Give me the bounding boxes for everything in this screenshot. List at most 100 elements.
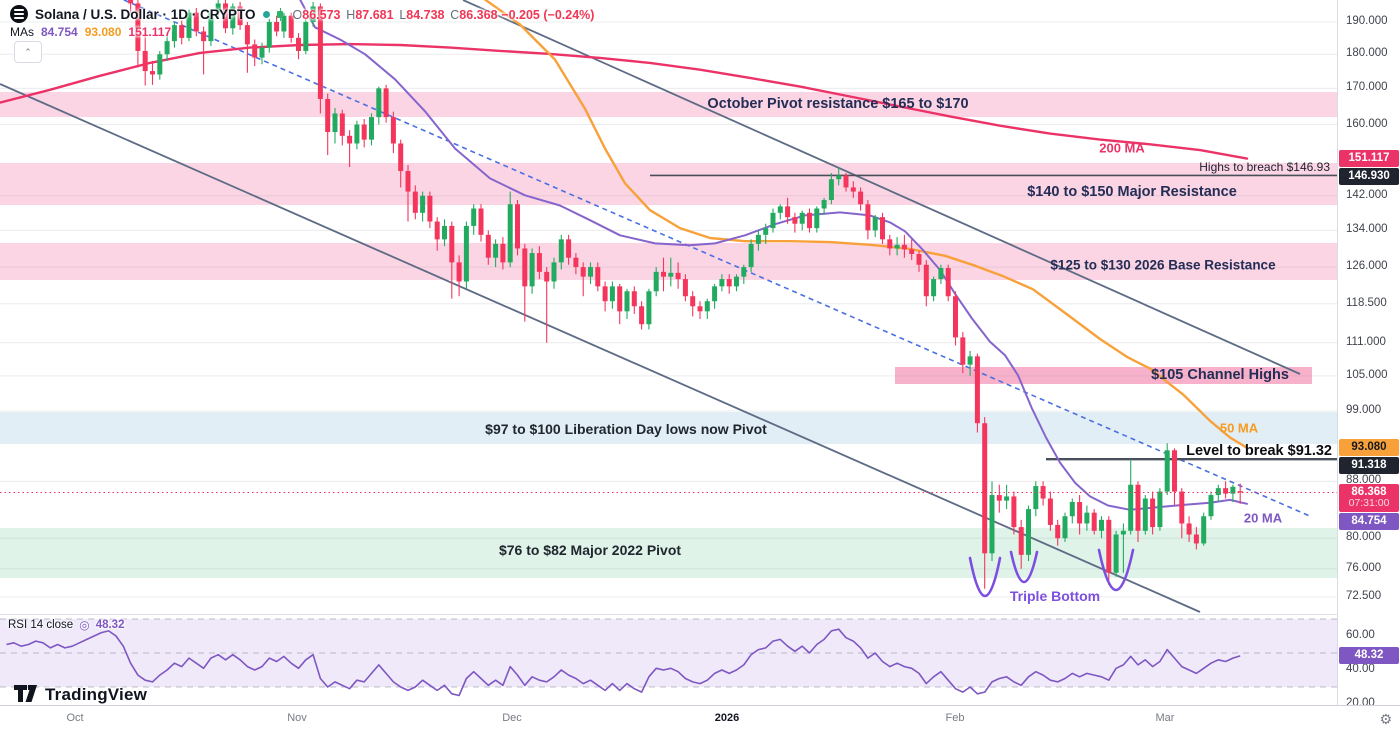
candle <box>150 71 155 75</box>
candle <box>551 262 557 282</box>
candle <box>646 291 652 325</box>
candle <box>142 50 148 72</box>
candle <box>734 276 739 287</box>
candle <box>777 206 783 213</box>
band-label-october-pivot[interactable]: October Pivot resistance $165 to $170 <box>707 96 969 112</box>
candle <box>281 15 287 32</box>
candle <box>894 244 900 249</box>
candle <box>828 179 834 200</box>
band-label-97-100[interactable]: $97 to $100 Liberation Day lows now Pivo… <box>485 421 767 437</box>
candle <box>807 212 812 229</box>
time-axis[interactable]: ⚙ Oct Nov Dec 2026 Feb Mar <box>0 705 1400 733</box>
band-label-76-82[interactable]: $76 to $82 Major 2022 Pivot <box>498 542 682 558</box>
candle <box>996 495 1002 501</box>
candle <box>617 286 623 312</box>
band-label-140-150[interactable]: $140 to $150 Major Resistance <box>1027 184 1237 200</box>
candle <box>931 279 937 297</box>
candle <box>880 217 885 240</box>
candle <box>442 225 447 240</box>
candle <box>624 291 630 312</box>
candle <box>361 124 367 140</box>
ma-label-50[interactable]: 50 MA <box>1219 420 1259 436</box>
candle <box>493 243 499 258</box>
channel-lower-line <box>0 83 1201 613</box>
candle <box>1157 491 1163 528</box>
candle <box>858 191 864 205</box>
candle <box>814 208 820 229</box>
candle <box>529 253 535 287</box>
candle <box>449 225 455 263</box>
break-level-badge: 91.318 <box>1339 457 1399 475</box>
time-tick-Nov: Nov <box>287 712 307 724</box>
ma-20-line <box>299 0 1248 511</box>
mas-label: MAs <box>10 25 34 39</box>
tradingview-logo-text: TradingView <box>45 684 148 704</box>
ma-label-20[interactable]: 20 MA <box>1243 510 1283 526</box>
ma-label-200[interactable]: 200 MA <box>1099 140 1145 156</box>
candle <box>609 286 615 302</box>
zone-97-100 <box>0 412 1337 444</box>
candle <box>1215 488 1221 496</box>
ma-legend[interactable]: MAs 84.754 93.080 151.117 <box>10 25 171 39</box>
price-chart-canvas[interactable] <box>0 0 1337 733</box>
candle <box>960 337 966 365</box>
collapse-legend-button[interactable]: ⌃ <box>14 41 42 63</box>
candle <box>456 262 462 282</box>
candle <box>763 228 769 235</box>
countdown-timer: 07:31:00 <box>1348 496 1390 509</box>
candle <box>463 225 469 282</box>
time-tick-Mar: Mar <box>1155 712 1175 724</box>
rsi-pane <box>0 618 1337 697</box>
candle <box>1179 491 1185 524</box>
candle <box>792 217 798 224</box>
rsi-tick: 60.00 <box>1346 629 1375 641</box>
candle <box>682 279 688 297</box>
symbol-legend[interactable]: Solana / U.S. Dollar · 1D · CRYPTO O86.5… <box>10 5 594 23</box>
candle <box>376 88 382 118</box>
ma200-badge: 151.117 <box>1339 150 1399 168</box>
price-tick: 80.000 <box>1346 531 1382 544</box>
candle <box>507 204 513 263</box>
rsi-settings-icon[interactable]: ◎ <box>79 618 90 632</box>
candle <box>566 239 572 258</box>
price-tick: 170.000 <box>1346 81 1388 94</box>
note-highs-to-breach[interactable]: Highs to breach $146.93 <box>1199 160 1330 174</box>
mini-candle-icon <box>277 7 284 21</box>
candle <box>953 296 958 338</box>
triple-bottom-arcs[interactable] <box>968 548 1135 597</box>
candle <box>1084 512 1090 524</box>
note-triple-bottom[interactable]: Triple Bottom <box>1009 588 1101 604</box>
rsi-value-badge: 48.32 <box>1339 647 1399 665</box>
candle <box>1237 491 1243 493</box>
price-tick: 190.000 <box>1346 14 1388 27</box>
rsi-line <box>6 628 1241 697</box>
candle <box>580 267 586 277</box>
candle <box>748 243 754 268</box>
candle <box>515 204 520 249</box>
candle <box>398 143 404 172</box>
high-value: 87.681 <box>355 7 394 22</box>
candle <box>690 296 696 307</box>
candle <box>544 271 550 282</box>
ohlc-group: O86.573 H87.681 L84.738 C86.368 −0.205 (… <box>291 7 595 22</box>
price-tick: 105.000 <box>1346 368 1388 381</box>
candle <box>332 113 338 133</box>
tradingview-logo[interactable]: TradingView <box>13 683 147 706</box>
candle <box>193 12 199 32</box>
band-label-125-130[interactable]: $125 to $130 2026 Base Resistance <box>1050 257 1276 273</box>
candle <box>1099 519 1104 531</box>
gear-icon[interactable]: ⚙ <box>1379 711 1392 727</box>
symbol-title: Solana / U.S. Dollar · 1D · CRYPTO <box>35 6 256 22</box>
bottom-arc <box>968 556 1002 597</box>
candle <box>157 54 163 75</box>
price-axis[interactable]: 190.000 180.000 170.000 160.000 142.000 134.0… <box>1337 0 1400 709</box>
candle <box>1033 486 1039 510</box>
candle <box>536 253 542 272</box>
zone-165-170 <box>0 92 1337 117</box>
candle <box>1055 524 1061 539</box>
time-tick-Dec: Dec <box>502 712 522 724</box>
note-level-to-break[interactable]: Level to break $91.32 <box>1186 443 1332 459</box>
rsi-legend[interactable]: RSI 14 close ◎ 48.32 <box>8 618 124 632</box>
pane-divider[interactable] <box>0 614 1337 615</box>
band-label-105-channel[interactable]: $105 Channel Highs <box>1151 367 1289 383</box>
